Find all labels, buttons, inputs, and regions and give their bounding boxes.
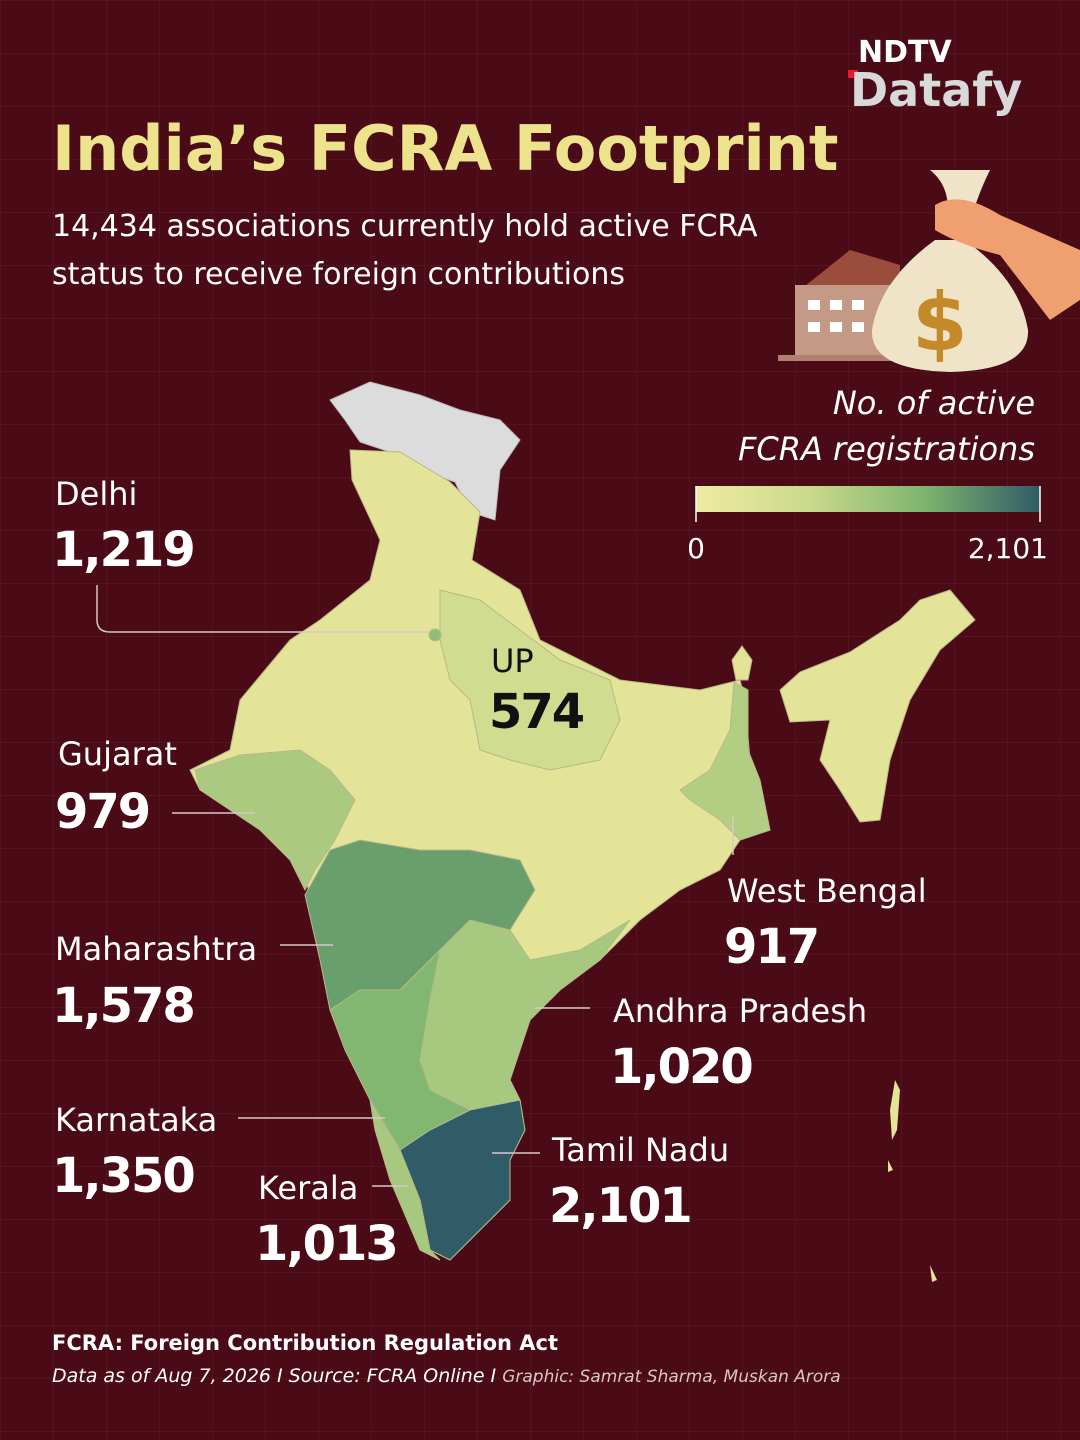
state-value: 2,101 (549, 1178, 691, 1234)
legend-colorbar (696, 486, 1040, 512)
legend-tick-label: 2,101 (968, 532, 1048, 565)
state-region (194, 749, 356, 892)
state-name: Andhra Pradesh (613, 992, 867, 1030)
illustration: $ (778, 170, 1080, 372)
logo: NDTV Datafy (848, 35, 1022, 117)
legend: No. of active FCRA registrations 0 2,101 (687, 384, 1048, 565)
state-region (428, 628, 442, 642)
state-region (369, 1099, 441, 1261)
logo-top: NDTV (858, 35, 952, 70)
svg-text:$: $ (912, 276, 968, 369)
state-name: Kerala (258, 1169, 358, 1207)
state-value: 1,020 (610, 1039, 752, 1095)
state-name: Delhi (55, 475, 137, 513)
sikkim (731, 645, 753, 681)
leader-lines (96, 585, 734, 1187)
state-value: 574 (489, 684, 584, 740)
state-value: 1,013 (255, 1216, 397, 1272)
state-name: West Bengal (727, 872, 927, 910)
northeast (779, 589, 976, 823)
state-value: 917 (724, 919, 818, 975)
footnote: FCRA: Foreign Contribution Regulation Ac… (52, 1331, 558, 1355)
state-region (679, 681, 771, 841)
state-value: 1,350 (52, 1148, 194, 1204)
state-name: UP (491, 642, 534, 680)
source: Data as of Aug 7, 2026 I Source: FCRA On… (52, 1365, 841, 1387)
subtitle-line: 14,434 associations currently hold activ… (52, 209, 758, 244)
state-name: Tamil Nadu (551, 1131, 729, 1169)
source-text: Data as of Aug 7, 2026 I Source: FCRA On… (52, 1365, 502, 1387)
legend-tick-label: 0 (687, 532, 705, 565)
state-name: Gujarat (58, 735, 177, 773)
state-value: 1,578 (52, 978, 194, 1034)
state-region (439, 589, 621, 771)
logo-dot (848, 70, 858, 78)
map (189, 381, 976, 1282)
legend-title: FCRA registrations (738, 430, 1035, 468)
title: India’s FCRA Footprint (52, 112, 839, 185)
andaman-islands (888, 1080, 937, 1282)
state-name: Maharashtra (55, 930, 257, 968)
legend-title: No. of active (833, 384, 1035, 422)
state-name: Karnataka (55, 1101, 217, 1139)
credit: Graphic: Samrat Sharma, Muskan Arora (502, 1367, 841, 1387)
state-value: 979 (55, 784, 149, 840)
state-value: 1,219 (52, 522, 194, 578)
subtitle-line: status to receive foreign contributions (52, 257, 625, 292)
state-region (399, 1099, 526, 1261)
jammu-kashmir (329, 381, 521, 521)
logo-bottom: Datafy (850, 63, 1022, 117)
